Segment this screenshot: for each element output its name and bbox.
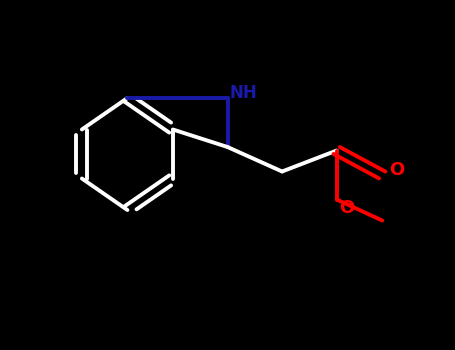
Text: O: O	[389, 161, 404, 179]
Text: NH: NH	[230, 84, 258, 102]
Text: O: O	[339, 199, 354, 217]
